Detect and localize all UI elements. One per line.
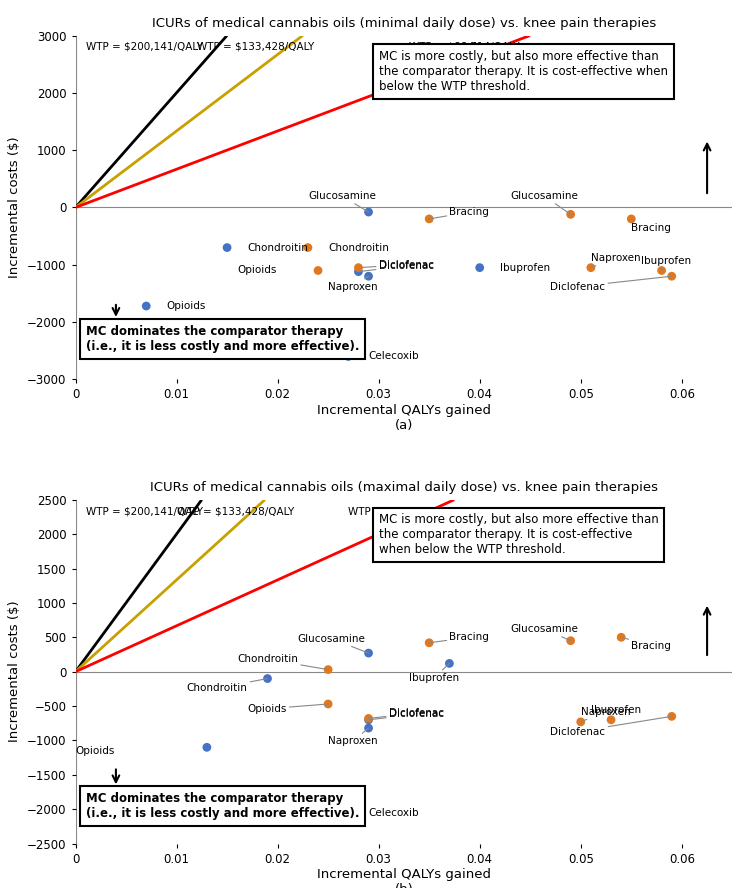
X-axis label: Incremental QALYs gained
(a): Incremental QALYs gained (a)	[317, 404, 491, 432]
Point	[362, 205, 374, 219]
Text: Bracing: Bracing	[621, 638, 671, 651]
Text: Naproxen: Naproxen	[581, 707, 630, 722]
Text: Naproxen: Naproxen	[591, 253, 640, 267]
Text: WTP = $133,428/QALY: WTP = $133,428/QALY	[177, 507, 294, 517]
Text: WTP = $200,141/QALY: WTP = $200,141/QALY	[85, 41, 202, 52]
Text: Bracing: Bracing	[429, 207, 489, 219]
Text: Opioids: Opioids	[76, 746, 115, 756]
Point	[666, 710, 678, 724]
Text: Chondroitin: Chondroitin	[186, 678, 267, 694]
Point	[362, 713, 374, 727]
Text: Diclofenac: Diclofenac	[368, 710, 444, 720]
Point	[565, 207, 577, 221]
Text: Ibuprofen: Ibuprofen	[409, 663, 459, 683]
Text: WTP = $133,428/QALY: WTP = $133,428/QALY	[197, 41, 314, 52]
Text: Diclofenac: Diclofenac	[359, 261, 433, 272]
Point	[353, 265, 365, 279]
Point	[585, 260, 597, 274]
Point	[342, 806, 354, 821]
Point	[362, 721, 374, 735]
Text: WTP = $66,714/QALY: WTP = $66,714/QALY	[348, 507, 459, 517]
Text: Celecoxib: Celecoxib	[368, 808, 419, 819]
Y-axis label: Incremental costs ($): Incremental costs ($)	[8, 137, 21, 278]
Text: Ibuprofen: Ibuprofen	[591, 705, 641, 720]
Point	[666, 269, 678, 283]
Text: Ibuprofen: Ibuprofen	[500, 263, 550, 273]
Text: Chondroitin: Chondroitin	[248, 242, 308, 252]
Title: ICURs of medical cannabis oils (minimal daily dose) vs. knee pain therapies: ICURs of medical cannabis oils (minimal …	[152, 17, 656, 30]
Text: Diclofenac: Diclofenac	[550, 717, 672, 736]
Point	[201, 741, 213, 755]
Point	[575, 715, 587, 729]
Text: Ibuprofen: Ibuprofen	[642, 256, 692, 271]
Text: Bracing: Bracing	[631, 219, 671, 233]
Point	[362, 646, 374, 660]
Point	[423, 636, 435, 650]
Point	[443, 656, 455, 670]
Text: Opioids: Opioids	[237, 266, 276, 275]
Text: Naproxen: Naproxen	[328, 728, 378, 746]
Title: ICURs of medical cannabis oils (maximal daily dose) vs. knee pain therapies: ICURs of medical cannabis oils (maximal …	[150, 481, 658, 495]
Point	[302, 241, 314, 255]
Point	[312, 264, 324, 278]
Text: MC is more costly, but also more effective than
the comparator therapy. It is co: MC is more costly, but also more effecti…	[379, 513, 658, 557]
Point	[261, 671, 273, 686]
Point	[655, 264, 667, 278]
Text: Opioids: Opioids	[166, 301, 206, 311]
Point	[362, 711, 374, 725]
Point	[362, 269, 374, 283]
Point	[353, 260, 365, 274]
Text: Chondroitin: Chondroitin	[328, 242, 389, 252]
Point	[221, 241, 233, 255]
Text: Diclofenac: Diclofenac	[359, 260, 433, 270]
Text: MC dominates the comparator therapy
(i.e., it is less costly and more effective): MC dominates the comparator therapy (i.e…	[85, 792, 359, 820]
Point	[565, 634, 577, 648]
Text: Glucosamine: Glucosamine	[308, 191, 376, 212]
Point	[615, 630, 627, 645]
Y-axis label: Incremental costs ($): Incremental costs ($)	[8, 601, 21, 742]
Point	[605, 713, 617, 727]
Text: Naproxen: Naproxen	[328, 276, 378, 291]
Text: Glucosamine: Glucosamine	[510, 191, 578, 214]
Text: Glucosamine: Glucosamine	[297, 634, 368, 653]
Text: Bracing: Bracing	[429, 632, 489, 643]
Text: Celecoxib: Celecoxib	[368, 352, 419, 361]
Text: Glucosamine: Glucosamine	[510, 624, 578, 641]
Text: Diclofenac: Diclofenac	[368, 708, 444, 718]
Text: WTP = $200,141/QALY: WTP = $200,141/QALY	[85, 507, 202, 517]
Point	[322, 697, 334, 711]
Point	[473, 260, 485, 274]
Point	[140, 299, 153, 313]
Point	[342, 349, 354, 363]
Point	[423, 212, 435, 226]
Text: Opioids: Opioids	[248, 704, 328, 714]
X-axis label: Incremental QALYs gained
(b): Incremental QALYs gained (b)	[317, 868, 491, 888]
Point	[625, 212, 637, 226]
Text: MC dominates the comparator therapy
(i.e., it is less costly and more effective): MC dominates the comparator therapy (i.e…	[85, 325, 359, 353]
Point	[322, 662, 334, 677]
Text: Diclofenac: Diclofenac	[550, 276, 672, 291]
Text: MC is more costly, but also more effective than
the comparator therapy. It is co: MC is more costly, but also more effecti…	[379, 50, 667, 93]
Text: WTP = $66,714/QALY: WTP = $66,714/QALY	[409, 41, 519, 52]
Text: Chondroitin: Chondroitin	[237, 654, 328, 670]
